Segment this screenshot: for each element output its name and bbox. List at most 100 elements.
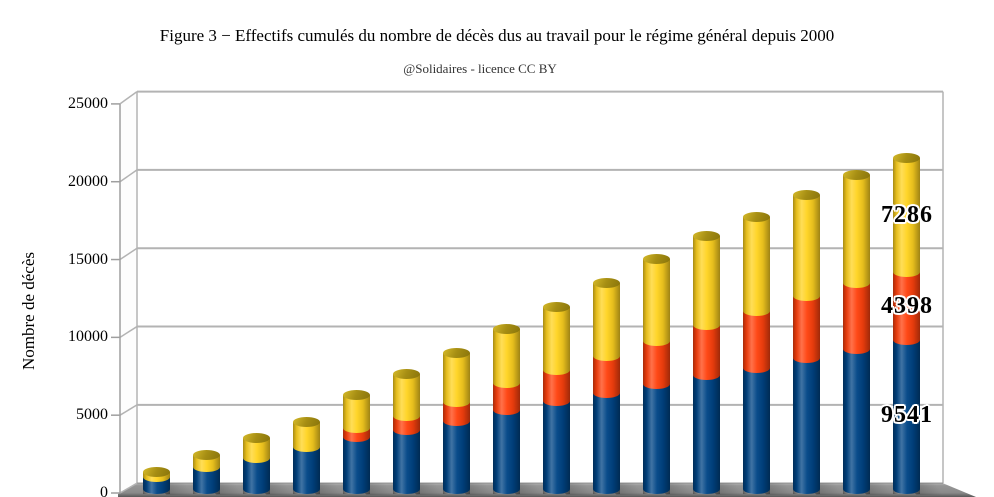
- segment-blue: [642, 383, 670, 489]
- bar-2001: [192, 449, 220, 494]
- divider-yellow: [242, 453, 270, 464]
- segment-yellow: [492, 329, 520, 383]
- data-label-orange: 4398: [881, 292, 933, 319]
- divider-yellow: [142, 472, 170, 483]
- bar-2007: [492, 324, 520, 494]
- cylinder-shading: [542, 306, 570, 494]
- divider-orange: [892, 335, 920, 346]
- bar-bottom-rim: [542, 483, 570, 494]
- segment-yellow: [692, 235, 720, 326]
- bar-bottom-rim: [142, 483, 170, 494]
- bar-bottom-rim: [292, 483, 320, 494]
- divider-orange: [392, 424, 420, 435]
- bar-2004: [342, 389, 370, 494]
- bar-2009: [592, 277, 620, 494]
- segment-yellow: [792, 195, 820, 297]
- segment-blue: [242, 458, 270, 489]
- segment-yellow: [892, 157, 920, 272]
- cylinder-shading: [442, 352, 470, 494]
- cylinder-shading: [342, 394, 370, 494]
- segment-blue: [842, 348, 870, 489]
- divider-yellow: [742, 305, 770, 316]
- bar-bottom-rim: [442, 483, 470, 494]
- cylinder-shading: [492, 329, 520, 494]
- segment-blue: [192, 466, 220, 489]
- segment-orange: [592, 355, 620, 394]
- bar-bottom-rim: [592, 483, 620, 494]
- segment-blue: [692, 374, 720, 489]
- segment-blue: [142, 477, 170, 489]
- segment-blue: [542, 401, 570, 489]
- cylinder-top: [642, 254, 670, 265]
- divider-yellow: [542, 365, 570, 376]
- segment-yellow: [442, 352, 470, 402]
- divider-orange: [742, 362, 770, 373]
- chart-subtitle: @Solidaires - licence CC BY: [403, 61, 557, 76]
- divider-orange: [792, 352, 820, 363]
- cylinder-top: [692, 230, 720, 241]
- divider-yellow: [442, 396, 470, 407]
- segment-orange: [892, 271, 920, 341]
- cylinder-top: [592, 277, 620, 288]
- bar-bottom-rim: [492, 483, 520, 494]
- divider-yellow: [192, 461, 220, 472]
- cylinder-shading: [242, 438, 270, 494]
- divider-yellow: [642, 335, 670, 346]
- divider-yellow: [842, 278, 870, 289]
- cylinder-shading: [792, 195, 820, 494]
- divider-yellow: [342, 423, 370, 434]
- cylinder-top: [842, 170, 870, 181]
- segment-blue: [792, 357, 820, 489]
- segment-yellow: [592, 282, 620, 356]
- divider-yellow: [892, 266, 920, 277]
- segment-blue: [742, 367, 770, 489]
- data-label-blue: 9541: [881, 401, 933, 428]
- cylinder-top: [142, 467, 170, 478]
- segment-yellow: [642, 259, 670, 341]
- divider-yellow: [292, 441, 320, 452]
- divider-orange: [442, 415, 470, 426]
- segment-yellow: [342, 394, 370, 429]
- divider-yellow: [392, 410, 420, 421]
- y-tick-label: 20000: [68, 172, 108, 190]
- bar-bottom-rim: [192, 483, 220, 494]
- bar-bottom-rim: [842, 483, 870, 494]
- cylinder-top: [192, 449, 220, 460]
- segment-yellow: [742, 216, 770, 311]
- bar-bottom-rim: [792, 483, 820, 494]
- chart-title: Figure 3 − Effectifs cumulés du nombre d…: [159, 26, 835, 45]
- cylinder-shading: [642, 259, 670, 494]
- cylinder-top: [392, 368, 420, 379]
- segment-blue: [442, 420, 470, 489]
- bar-bottom-rim: [392, 483, 420, 494]
- data-label-yellow: 7286: [881, 201, 933, 228]
- divider-orange: [842, 343, 870, 354]
- cylinder-shading: [292, 422, 320, 494]
- bar-2008: [542, 301, 570, 494]
- bar-2003: [292, 417, 320, 494]
- cylinder-top: [792, 190, 820, 201]
- segment-orange: [792, 296, 820, 358]
- cylinder-shading: [142, 472, 170, 494]
- segment-blue: [492, 410, 520, 489]
- cylinder-shading: [842, 175, 870, 494]
- y-tick-label: 25000: [68, 94, 108, 112]
- segment-yellow: [242, 438, 270, 459]
- bar-2015: [892, 152, 920, 494]
- bar-bottom-rim: [692, 483, 720, 494]
- divider-orange: [592, 388, 620, 399]
- bar-2012: [742, 211, 770, 494]
- bar-2014: [842, 170, 870, 494]
- bar-2006: [442, 347, 470, 494]
- cylinder-top: [442, 347, 470, 358]
- segment-orange: [842, 283, 870, 349]
- bar-2010: [642, 254, 670, 494]
- cylinder-top: [492, 324, 520, 335]
- cylinder-shading: [592, 282, 620, 494]
- cylinder-shading: [192, 454, 220, 494]
- segment-orange: [542, 370, 570, 402]
- cylinder-top: [892, 152, 920, 163]
- cylinder-shading: [742, 216, 770, 494]
- cylinder-top: [542, 301, 570, 312]
